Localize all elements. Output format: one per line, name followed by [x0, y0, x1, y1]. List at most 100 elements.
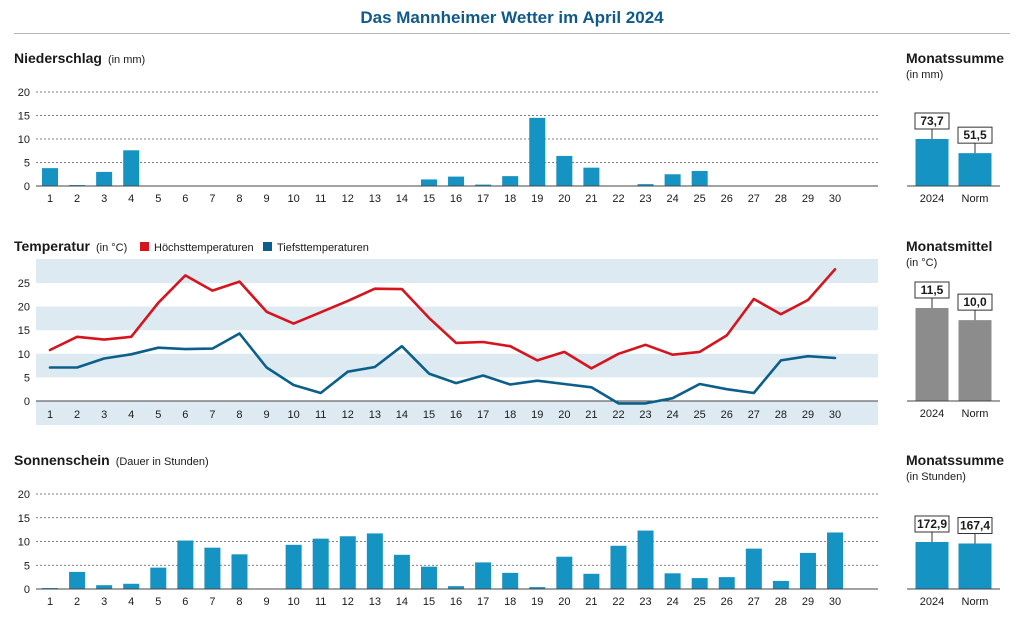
sunshine-ytick: 15 [18, 513, 30, 525]
sunshine-xtick: 16 [450, 596, 462, 608]
temperature-xtick: 6 [182, 409, 188, 421]
temperature-xtick: 9 [263, 409, 269, 421]
temperature-xtick: 27 [748, 409, 760, 421]
temperature-xtick: 4 [128, 409, 134, 421]
precipitation-ytick: 5 [24, 158, 30, 170]
sunshine-xtick: 18 [504, 596, 516, 608]
sunshine-bar [664, 573, 681, 589]
precipitation-bar [664, 174, 681, 186]
temperature-xtick: 26 [721, 409, 733, 421]
temperature-xtick: 17 [477, 409, 489, 421]
precipitation-xtick: 3 [101, 193, 107, 205]
sunshine-bar [827, 532, 844, 589]
temperature-xtick: 20 [558, 409, 570, 421]
temperature-title: Temperatur [14, 238, 91, 254]
high-temperature-line [48, 267, 837, 370]
temperature-xtick: 5 [155, 409, 161, 421]
temperature-subtitle: (in °C) [96, 242, 127, 254]
precipitation-xtick: 1 [47, 193, 53, 205]
low-temperature-line [48, 332, 837, 405]
precipitation-ytick: 20 [18, 87, 30, 99]
temperature-xtick: 14 [396, 409, 408, 421]
sunshine-summary-category-label: Norm [962, 596, 989, 608]
temperature-xtick: 7 [209, 409, 215, 421]
sunshine-xtick: 21 [585, 596, 597, 608]
precip-summary-bar [915, 139, 949, 186]
temp-summary-bar [915, 308, 949, 401]
precipitation-ytick: 0 [24, 181, 30, 193]
temp-summary-subtitle: (in °C) [906, 257, 937, 269]
sunshine-bar [637, 530, 654, 589]
sunshine-bar [204, 547, 221, 589]
temperature-xtick: 15 [423, 409, 435, 421]
temperature-xtick: 25 [694, 409, 706, 421]
precip-summary-title: Monatssumme [906, 50, 1004, 66]
precipitation-bar [420, 179, 437, 186]
temperature-band [36, 259, 878, 283]
precipitation-bar [42, 168, 58, 186]
sunshine-bar [231, 554, 248, 589]
sunshine-xtick: 19 [531, 596, 543, 608]
precipitation-xtick: 24 [666, 193, 678, 205]
precipitation-xtick: 29 [802, 193, 814, 205]
sunshine-bar [69, 571, 86, 589]
sunshine-bar [691, 578, 708, 589]
temperature-xtick: 11 [315, 409, 326, 421]
sunshine-bar [312, 538, 329, 589]
sunshine-xtick: 11 [315, 596, 326, 608]
precipitation-xtick: 27 [748, 193, 760, 205]
precipitation-ytick: 10 [18, 134, 30, 146]
temperature-xtick: 28 [775, 409, 787, 421]
temp-summary-category-label: 2024 [920, 408, 944, 420]
sunshine-summary-data-label: 167,4 [960, 518, 990, 532]
temperature-xtick: 18 [504, 409, 516, 421]
sunshine-bar [420, 566, 437, 589]
precipitation-subtitle: (in mm) [108, 54, 145, 66]
precipitation-xtick: 23 [639, 193, 651, 205]
sunshine-xtick: 15 [423, 596, 435, 608]
sunshine-bar [610, 545, 627, 589]
precipitation-xtick: 6 [182, 193, 188, 205]
temperature-ytick: 5 [24, 372, 30, 384]
legend-label-high: Höchsttemperaturen [154, 242, 254, 254]
precip-summary-category-label: Norm [962, 193, 989, 205]
precipitation-bar [502, 176, 519, 186]
sunshine-summary-title: Monatssumme [906, 452, 1004, 468]
precipitation-bar [691, 170, 708, 186]
sunshine-xtick: 9 [263, 596, 269, 608]
temperature-xtick: 12 [342, 409, 354, 421]
sunshine-xtick: 14 [396, 596, 408, 608]
temperature-xtick: 22 [612, 409, 624, 421]
legend-label-low: Tiefsttemperaturen [277, 242, 369, 254]
temperature-xtick: 19 [531, 409, 543, 421]
sunshine-xtick: 5 [155, 596, 161, 608]
temperature-xtick: 1 [47, 409, 53, 421]
sunshine-bar [448, 586, 465, 589]
sunshine-xtick: 7 [209, 596, 215, 608]
precipitation-xtick: 25 [694, 193, 706, 205]
precip-summary-subtitle: (in mm) [906, 69, 943, 81]
sunshine-xtick: 4 [128, 596, 134, 608]
sunshine-bar [285, 544, 302, 589]
sunshine-bar [718, 577, 735, 589]
sunshine-bar [502, 572, 519, 589]
page-title: Das Mannheimer Wetter im April 2024 [360, 8, 664, 27]
precip-summary-bar [958, 153, 992, 186]
precipitation-xtick: 9 [263, 193, 269, 205]
precipitation-xtick: 20 [558, 193, 570, 205]
precipitation-xtick: 8 [236, 193, 242, 205]
precipitation-xtick: 22 [612, 193, 624, 205]
temperature-xtick: 29 [802, 409, 814, 421]
precipitation-xtick: 10 [288, 193, 300, 205]
sunshine-ytick: 20 [18, 489, 30, 501]
temperature-xtick: 21 [585, 409, 597, 421]
precipitation-bar [475, 184, 492, 186]
temperature-xtick: 30 [829, 409, 841, 421]
temperature-band [36, 401, 878, 425]
sunshine-xtick: 1 [47, 596, 53, 608]
sunshine-title: Sonnenschein [14, 452, 110, 468]
precipitation-xtick: 13 [369, 193, 381, 205]
legend-swatch-high [140, 242, 149, 251]
precipitation-xtick: 28 [775, 193, 787, 205]
